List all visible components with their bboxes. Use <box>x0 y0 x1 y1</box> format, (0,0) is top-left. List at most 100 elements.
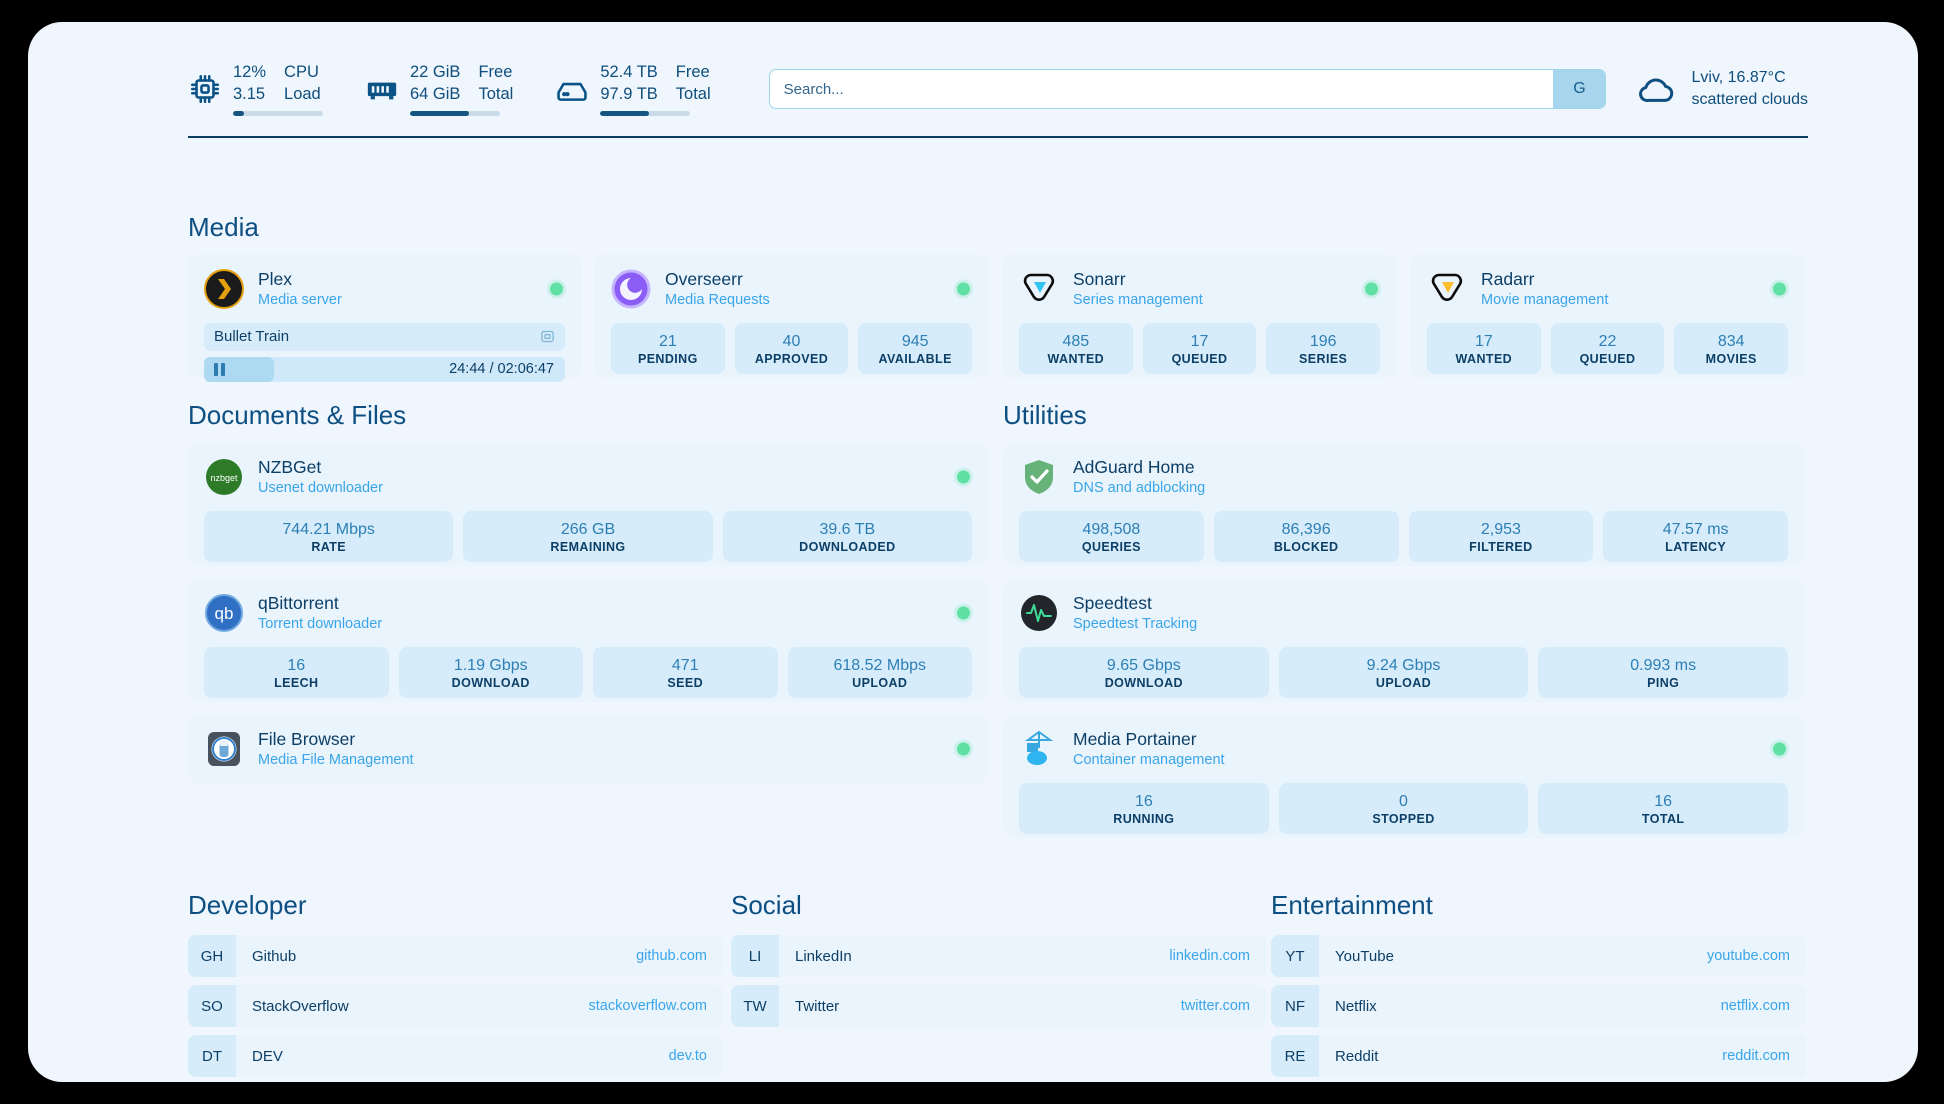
metric-tile[interactable]: 9.65 Gbps DOWNLOAD <box>1019 646 1269 699</box>
metric-tile[interactable]: 39.6 TB DOWNLOADED <box>722 510 972 563</box>
search-input[interactable] <box>768 69 1607 109</box>
metric-tiles: 485 WANTED 17 QUEUED 196 SERIES <box>1019 322 1381 375</box>
service-card-sonarr[interactable]: Sonarr Series management 485 WANTED 17 Q… <box>1003 254 1396 378</box>
metric-tile[interactable]: 1.19 Gbps DOWNLOAD <box>398 646 583 699</box>
metric-tile[interactable]: 498,508 QUERIES <box>1019 510 1204 563</box>
memory-label-top: Free <box>478 63 513 82</box>
metric-tile[interactable]: 16 TOTAL <box>1538 782 1789 835</box>
service-card-media-portainer[interactable]: Media Portainer Container management 16 … <box>1003 714 1804 838</box>
metric-value: 834 <box>1717 332 1745 350</box>
weather-widget[interactable]: Lviv, 16.87°C scattered clouds <box>1636 67 1808 110</box>
metric-tile[interactable]: 834 MOVIES <box>1674 322 1789 375</box>
metric-tile[interactable]: 945 AVAILABLE <box>858 322 973 375</box>
plex-progress-bar[interactable]: 24:44 / 02:06:47 <box>204 356 565 382</box>
metric-value: 1.19 Gbps <box>453 656 528 674</box>
bookmark-link[interactable]: DT DEV dev.to <box>188 1035 723 1077</box>
plex-now-playing[interactable]: Bullet Train <box>204 322 565 351</box>
bookmark-url: stackoverflow.com <box>588 998 707 1014</box>
search-submit-button[interactable]: G <box>1553 70 1606 108</box>
metric-tile[interactable]: 17 WANTED <box>1427 322 1541 375</box>
nzbget-icon: nzbget <box>204 457 244 497</box>
card-header: File Browser Media File Management <box>204 728 972 770</box>
metric-value: 40 <box>782 332 801 350</box>
status-indicator <box>957 282 970 296</box>
metric-label: DOWNLOAD <box>1104 676 1183 691</box>
bookmark-group-title: Entertainment <box>1271 890 1433 920</box>
storage-total-value: 97.9 TB <box>600 84 658 103</box>
metric-label: APPROVED <box>754 352 829 367</box>
pause-icon[interactable] <box>214 362 225 376</box>
metric-label: DOWNLOAD <box>451 676 530 691</box>
metric-tile[interactable]: 21 PENDING <box>611 322 725 375</box>
metric-tile[interactable]: 16 LEECH <box>204 646 389 699</box>
bookmark-link[interactable]: TW Twitter twitter.com <box>731 985 1266 1027</box>
memory-label-bottom: Total <box>478 84 514 103</box>
metric-tile[interactable]: 266 GB REMAINING <box>463 510 713 563</box>
plex-elapsed: 24:44 <box>449 361 486 378</box>
bookmark-link[interactable]: NF Netflix netflix.com <box>1271 985 1806 1027</box>
metric-tile[interactable]: 16 RUNNING <box>1019 782 1269 835</box>
metric-tile[interactable]: 0.993 ms PING <box>1538 646 1789 699</box>
card-header: Overseerr Media Requests <box>611 268 972 310</box>
bookmark-link[interactable]: SO StackOverflow stackoverflow.com <box>188 985 723 1027</box>
section-title-media: Media <box>188 212 259 242</box>
metric-label: RUNNING <box>1113 812 1175 827</box>
metric-label: STOPPED <box>1372 812 1435 827</box>
service-card-radarr[interactable]: Radarr Movie management 17 WANTED 22 QUE… <box>1411 254 1804 378</box>
metric-tile[interactable]: 47.57 ms LATENCY <box>1603 510 1788 563</box>
resource-widget-storage[interactable]: 52.4 TB 97.9 TB Free Total <box>555 62 711 116</box>
metric-tiles: 744.21 Mbps RATE 266 GB REMAINING 39.6 T… <box>204 510 972 563</box>
metric-tile[interactable]: 17 QUEUED <box>1142 322 1257 375</box>
service-card-qbittorrent[interactable]: qb qBittorrent Torrent downloader 16 LEE… <box>188 578 988 702</box>
metric-label: LATENCY <box>1665 540 1727 555</box>
bookmark-link[interactable]: RE Reddit reddit.com <box>1271 1035 1806 1077</box>
card-subtitle: Speedtest Tracking <box>1073 615 1198 632</box>
cast-icon[interactable] <box>540 329 555 344</box>
resource-widget-memory[interactable]: 22 GiB 64 GiB Free Total <box>365 62 514 116</box>
metric-value: 945 <box>901 332 929 350</box>
metric-label: RATE <box>311 540 347 555</box>
resource-widget-cpu[interactable]: 12% 3.15 CPU Load <box>188 62 323 116</box>
section-title-documents: Documents & Files <box>188 400 407 430</box>
metric-tile[interactable]: 22 QUEUED <box>1550 322 1665 375</box>
bookmark-link[interactable]: YT YouTube youtube.com <box>1271 935 1806 977</box>
bookmark-label: LinkedIn <box>795 947 852 965</box>
card-header: Plex Media server <box>204 268 565 310</box>
bookmark-link[interactable]: GH Github github.com <box>188 935 723 977</box>
metric-tile[interactable]: 471 SEED <box>593 646 778 699</box>
metric-value: 266 GB <box>560 520 616 538</box>
metric-tile[interactable]: 196 SERIES <box>1266 322 1381 375</box>
metric-label: MOVIES <box>1705 352 1757 367</box>
metric-value: 16 <box>287 656 306 674</box>
svg-text:qb: qb <box>215 604 234 623</box>
cpu-label-bottom: Load <box>284 84 321 103</box>
metric-tile[interactable]: 86,396 BLOCKED <box>1213 510 1399 563</box>
metric-label: AVAILABLE <box>878 352 952 367</box>
metric-label: PING <box>1647 676 1680 691</box>
service-card-plex[interactable]: Plex Media server Bullet Train 24:44 / 0… <box>188 254 581 382</box>
storage-label-top: Free <box>675 63 710 82</box>
service-card-adguard-home[interactable]: AdGuard Home DNS and adblocking 498,508 … <box>1003 442 1804 566</box>
plex-media-title: Bullet Train <box>214 328 290 346</box>
metric-tile[interactable]: 618.52 Mbps UPLOAD <box>787 646 972 699</box>
metric-tile[interactable]: 744.21 Mbps RATE <box>204 510 454 563</box>
cpu-icon <box>188 72 222 106</box>
card-subtitle: Torrent downloader <box>258 615 383 632</box>
bookmark-link[interactable]: LI LinkedIn linkedin.com <box>731 935 1266 977</box>
service-card-nzbget[interactable]: nzbget NZBGet Usenet downloader 744.21 M… <box>188 442 988 566</box>
bookmark-url: github.com <box>636 948 707 964</box>
service-card-speedtest[interactable]: Speedtest Speedtest Tracking 9.65 Gbps D… <box>1003 578 1804 702</box>
metric-tile[interactable]: 40 APPROVED <box>734 322 849 375</box>
metric-tile[interactable]: 0 STOPPED <box>1278 782 1529 835</box>
service-card-filebrowser[interactable]: File Browser Media File Management <box>188 714 988 784</box>
card-title: AdGuard Home <box>1073 457 1195 477</box>
metric-tile[interactable]: 485 WANTED <box>1019 322 1133 375</box>
bookmark-label: DEV <box>252 1047 283 1065</box>
metric-tile[interactable]: 2,953 FILTERED <box>1408 510 1594 563</box>
memory-free-value: 22 GiB <box>410 63 461 82</box>
cloud-icon <box>1636 68 1678 110</box>
service-card-overseerr[interactable]: Overseerr Media Requests 21 PENDING 40 A… <box>595 254 988 378</box>
storage-label-bottom: Total <box>675 84 711 103</box>
metric-tile[interactable]: 9.24 Gbps UPLOAD <box>1278 646 1529 699</box>
bookmark-group-developer: Developer GH Github github.com SO StackO… <box>188 890 723 1082</box>
